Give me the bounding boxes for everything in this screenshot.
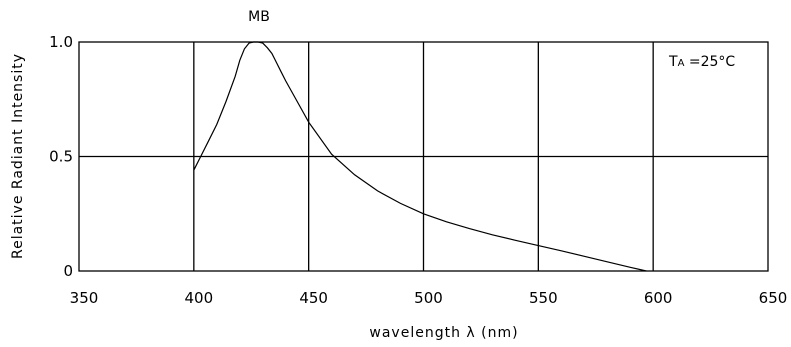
x-axis-title: wavelength λ (nm) [369,325,518,341]
x-tick-label-650: 650 [759,289,788,307]
chart-title: MB [248,9,270,25]
grid [79,42,768,271]
annotation-suffix: =25°C [684,54,735,70]
x-tick-label-550: 550 [529,289,558,307]
intensity-curve [193,41,647,272]
x-tick-label-350: 350 [70,289,99,307]
y-axis-tick-labels: 0 0.5 1.0 [49,33,73,280]
x-tick-label-450: 450 [299,289,328,307]
x-axis-tick-labels: 350 400 450 500 550 600 650 [70,289,788,307]
annotation-prefix: T [668,54,678,70]
annotation-subscript: A [678,58,685,69]
temperature-annotation: TA =25°C [668,54,735,70]
plot-frame [78,41,769,272]
y-tick-label-0-5: 0.5 [49,148,73,166]
y-tick-label-0: 0 [63,262,73,280]
y-tick-label-1: 1.0 [49,33,73,51]
x-tick-label-400: 400 [185,289,214,307]
x-tick-label-600: 600 [644,289,673,307]
x-tick-label-500: 500 [414,289,443,307]
y-axis-title: Relative Radiant Intensity [10,53,26,259]
